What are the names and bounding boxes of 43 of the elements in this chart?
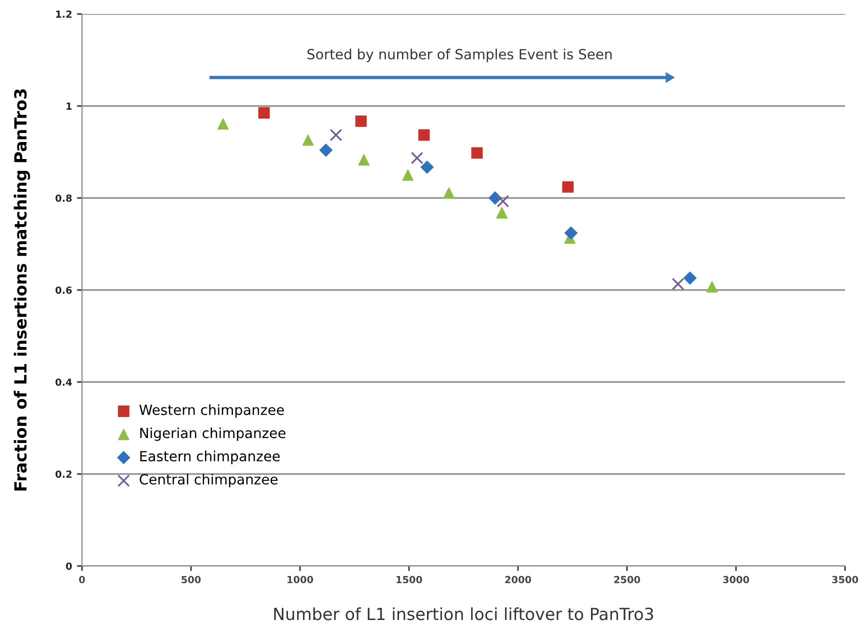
x-tick-label: 2000 [505, 576, 532, 584]
y-tick-label: 0.2 [56, 470, 72, 478]
legend-label: Eastern chimpanzee [140, 450, 280, 464]
y-tick-label: 1.2 [56, 10, 72, 18]
point [706, 281, 718, 293]
point [410, 152, 424, 164]
point [672, 278, 684, 290]
x-tick-label: 1000 [288, 576, 314, 584]
x-axis-title: Number of L1 insertion loci liftover to PanTro3 [274, 607, 654, 620]
point [420, 160, 434, 174]
y-tick-label: 0 [66, 562, 72, 570]
y-tick-label: 0.6 [56, 286, 72, 294]
legend-label: Central chimpanzee [140, 474, 278, 488]
x-tick-label: 500 [182, 576, 201, 584]
y-tick-label: 0.8 [56, 194, 72, 202]
annotation: Sorted by number of Samples Event is Seen [307, 48, 612, 62]
x-tick-label: 1500 [396, 576, 422, 584]
x-tick-label: 0 [79, 576, 85, 584]
point [319, 144, 333, 157]
point [471, 147, 483, 159]
point [355, 115, 367, 127]
point [330, 128, 342, 142]
point [562, 181, 574, 193]
y-tick-label: 0.4 [56, 378, 72, 386]
point [217, 118, 229, 130]
point [302, 134, 314, 146]
point [418, 129, 430, 141]
y-axis-title: Fraction of L1 insertions matching PanTro3 [14, 89, 30, 490]
point [683, 271, 697, 285]
point [564, 226, 578, 240]
point [496, 195, 510, 208]
x-tick-label: 3000 [723, 576, 750, 584]
legend-label: Nigerian chimpanzee [140, 427, 286, 441]
point [358, 154, 370, 166]
point [443, 187, 455, 199]
point [488, 191, 502, 205]
y-tick-label: 1 [66, 102, 72, 110]
x-tick-label: 3500 [832, 576, 858, 584]
point [496, 206, 508, 218]
point [258, 107, 270, 119]
legend-label: Western chimpanzee [139, 404, 284, 418]
point [402, 169, 414, 181]
x-tick-label: 2500 [614, 576, 640, 584]
